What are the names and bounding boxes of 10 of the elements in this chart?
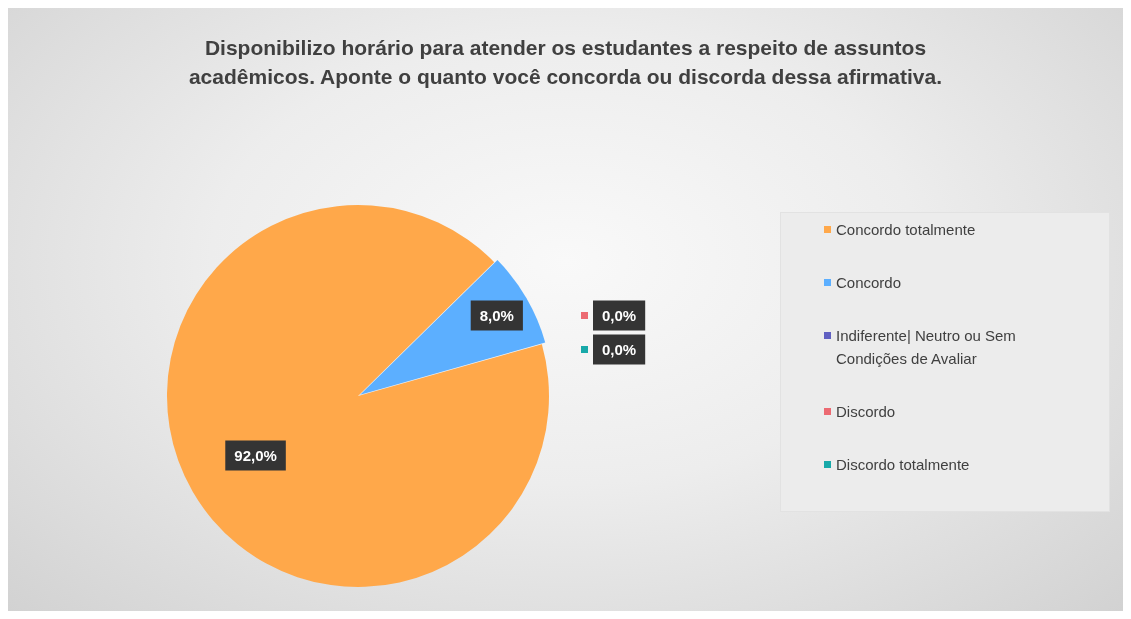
legend-label: Discordo	[836, 402, 896, 422]
legend-label: Discordo totalmente	[836, 455, 970, 475]
text: 0,0%	[602, 340, 637, 358]
data-label: 8,0%	[479, 306, 514, 324]
data-label: 92,0%	[234, 446, 277, 464]
legend-label: Indiferente| Neutro ou Sem Condições de Avaliar	[836, 326, 1017, 369]
legend-label: Concordo	[836, 273, 902, 293]
legend-label: Concordo totalmente	[836, 220, 976, 240]
chart-title: Disponibilizo horário para atender os estudantes a respeito de assuntos acadêmicos. Aponte o quanto você concorda ou discorda dessa afirmativa.	[187, 35, 944, 90]
text: 0,0%	[602, 306, 637, 324]
